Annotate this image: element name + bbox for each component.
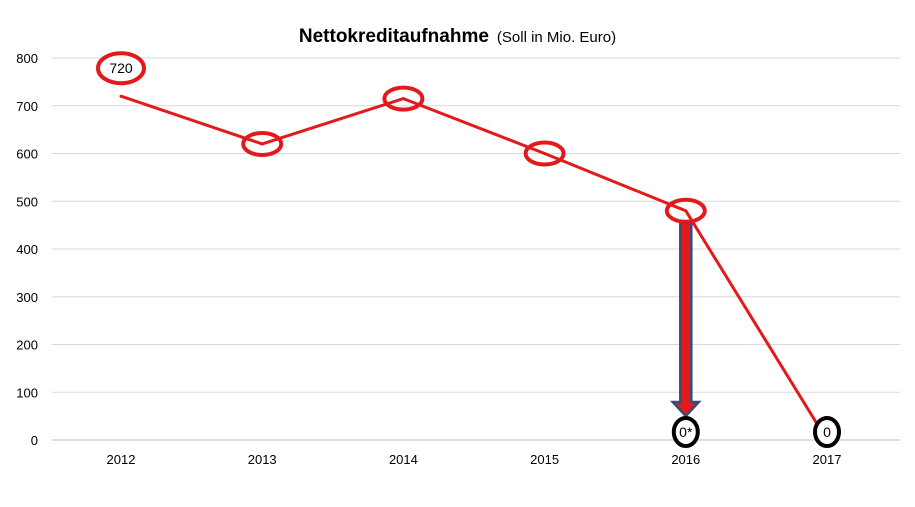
x-tick-label: 2015 — [530, 452, 559, 467]
y-tick-label: 700 — [16, 99, 38, 114]
data-point — [119, 94, 123, 98]
highlight-circle-red — [96, 51, 146, 86]
highlight-circle-black — [813, 416, 841, 448]
x-tick-label: 2012 — [107, 452, 136, 467]
chart-title: Nettokreditaufnahme — [298, 26, 489, 47]
data-point — [684, 209, 688, 213]
highlight-circle-red — [382, 85, 425, 112]
down-arrow-icon — [669, 221, 702, 418]
data-label: 0 — [823, 424, 831, 440]
chart-subtitle: (Soll in Mio. Euro) — [496, 29, 617, 46]
data-label: 0* — [679, 424, 693, 440]
y-tick-label: 400 — [16, 242, 38, 257]
data-point — [543, 152, 547, 155]
chart-title-block: Nettokreditaufnahme (Soll in Mio. Euro) — [0, 26, 915, 48]
y-tick-label: 500 — [16, 194, 38, 209]
highlight-circle-red — [241, 130, 284, 157]
x-tick-label: 2013 — [248, 452, 277, 467]
data-label: 720 — [109, 60, 133, 76]
series-line — [120, 94, 829, 441]
y-tick-label: 800 — [16, 51, 38, 66]
data-point — [260, 142, 264, 146]
y-tick-label: 200 — [16, 338, 38, 353]
highlight-circle-black — [671, 416, 700, 448]
y-tick-label: 600 — [16, 147, 38, 162]
y-tick-label: 300 — [16, 290, 38, 305]
data-point — [401, 97, 405, 101]
x-tick-label: 2016 — [671, 452, 700, 467]
highlight-circle-red — [664, 197, 707, 224]
x-tick-label: 2014 — [389, 452, 418, 467]
highlight-circle-red — [523, 140, 566, 167]
y-tick-label: 100 — [16, 385, 38, 400]
x-tick-label: 2017 — [813, 452, 842, 467]
y-tick-label: 0 — [31, 433, 38, 448]
